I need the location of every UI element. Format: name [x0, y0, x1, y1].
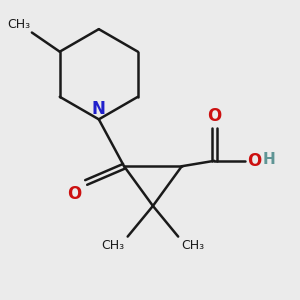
Text: CH₃: CH₃: [7, 18, 30, 31]
Text: CH₃: CH₃: [102, 239, 125, 253]
Text: O: O: [68, 185, 82, 203]
Text: N: N: [92, 100, 106, 118]
Text: CH₃: CH₃: [181, 239, 204, 253]
Text: H: H: [262, 152, 275, 167]
Text: O: O: [207, 107, 221, 125]
Text: O: O: [247, 152, 261, 170]
